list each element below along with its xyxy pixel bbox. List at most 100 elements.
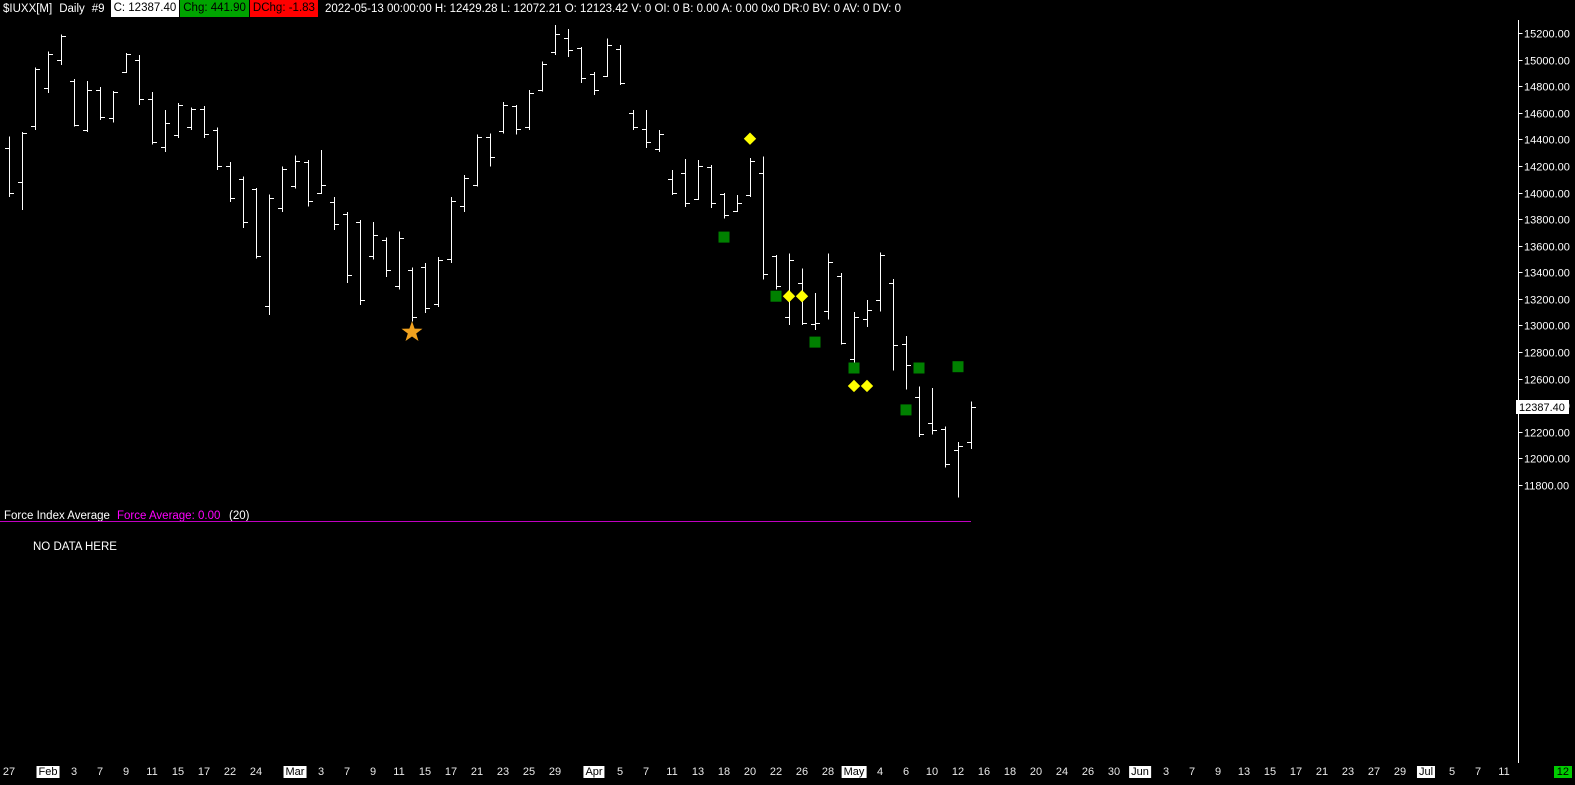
date-axis-day-label: 3 [1162, 766, 1170, 778]
ohlc-bar [473, 134, 482, 187]
date-axis-day-label: 3 [70, 766, 78, 778]
ohlc-bar [161, 110, 170, 152]
price-tick-label: 13800.00 [1524, 215, 1570, 227]
price-tick-label: 12600.00 [1524, 375, 1570, 387]
date-axis-day-label: 21 [470, 766, 484, 778]
ohlc-bar [265, 194, 274, 315]
ohlc-bar [694, 160, 703, 200]
status-bar: $IUXX[M] Daily #9 C: 12387.40 Chg: 441.9… [0, 0, 1575, 17]
ohlc-bar [564, 29, 573, 57]
bar-number-label: #9 [91, 2, 105, 15]
green-square-signal [770, 290, 782, 302]
date-axis-day-label: 29 [548, 766, 562, 778]
ohlc-bar [928, 388, 937, 435]
price-tick-label: 14000.00 [1524, 189, 1570, 201]
signal-markers-layer [401, 132, 964, 416]
date-axis-day-label: 13 [691, 766, 705, 778]
price-tick-label: 15200.00 [1524, 29, 1570, 41]
ohlc-bar [863, 300, 872, 327]
date-axis-day-label: 18 [1003, 766, 1017, 778]
date-axis-day-label: 7 [642, 766, 650, 778]
date-axis-day-label: 9 [369, 766, 377, 778]
yellow-diamond-signal [795, 290, 809, 303]
yellow-diamond-signal [743, 132, 757, 145]
ohlc-bar [226, 162, 235, 202]
ohlc-bar [486, 133, 495, 167]
date-axis-day-label: 4 [876, 766, 884, 778]
ohlc-bar [252, 187, 261, 259]
date-axis-day-label: 7 [1474, 766, 1482, 778]
ohlc-bar [837, 273, 846, 345]
price-tick-label: 13600.00 [1524, 242, 1570, 254]
close-value-badge: C: 12387.40 [110, 0, 180, 17]
date-axis-day-label: 22 [223, 766, 237, 778]
ohlc-bar [395, 231, 404, 290]
ohlc-bar [447, 197, 456, 263]
date-axis-day-label: 15 [418, 766, 432, 778]
price-tick-label: 14800.00 [1524, 82, 1570, 94]
ohlc-bar [655, 130, 664, 152]
ohlc-bar [629, 110, 638, 130]
timeframe-label: Daily [59, 2, 85, 15]
force-index-panel: Force Index Average Force Average: 0.00 … [0, 510, 971, 553]
ohlc-bar [70, 78, 79, 127]
date-axis-month-label: Apr [583, 766, 605, 778]
date-axis-day-label: 17 [1289, 766, 1303, 778]
date-axis-day-label: 25 [522, 766, 536, 778]
price-tick-label: 13200.00 [1524, 295, 1570, 307]
ohlc-bar [707, 165, 716, 209]
ohlc-bar [720, 193, 729, 219]
date-axis-day-label: 7 [343, 766, 351, 778]
ohlc-bar [369, 221, 378, 260]
date-axis-day-label: 10 [925, 766, 939, 778]
force-period-param: (20) [229, 510, 250, 522]
ohlc-bar [239, 176, 248, 228]
date-axis-day-label: 23 [496, 766, 510, 778]
ohlc-bar [460, 175, 469, 212]
date-axis-day-label: 15 [171, 766, 185, 778]
price-tick-label: 13400.00 [1524, 268, 1570, 280]
date-axis-day-label: 13 [1237, 766, 1251, 778]
date-axis-day-label: 30 [1107, 766, 1121, 778]
price-tick-label: 12000.00 [1524, 454, 1570, 466]
ohlc-bar [421, 263, 430, 313]
date-axis-day-label: 9 [1214, 766, 1222, 778]
no-data-label: NO DATA HERE [33, 541, 117, 553]
green-square-signal [718, 231, 730, 243]
date-axis-day-label: 27 [2, 766, 16, 778]
green-square-signal [900, 404, 912, 416]
date-axis-month-label: Jun [1129, 766, 1151, 778]
date-axis: 12 27 Feb 3 7 9 11 15 17 22 24 Mar 3 7 9 11 15 17 21 23 25 2… [0, 764, 1575, 785]
ohlc-bar [824, 253, 833, 320]
ohlc-bar [889, 278, 898, 371]
ohlc-bar [850, 312, 859, 368]
ohlc-bar [278, 166, 287, 212]
green-square-signal [952, 361, 964, 373]
yellow-diamond-signal [847, 379, 861, 393]
date-axis-day-label: 11 [393, 766, 405, 778]
ohlc-bar [18, 132, 27, 210]
ohlc-bar [525, 90, 534, 130]
ohlc-bar [538, 61, 547, 92]
green-square-signal [913, 362, 925, 374]
date-axis-day-label: 24 [249, 766, 263, 778]
date-axis-day-label: 27 [1367, 766, 1381, 778]
date-axis-day-label: 29 [1393, 766, 1407, 778]
price-tick-label: 14600.00 [1524, 109, 1570, 121]
ohlc-bars-layer [5, 25, 976, 498]
star-signal [401, 321, 423, 341]
price-tick-label: 12800.00 [1524, 348, 1570, 360]
ohlc-bar [668, 169, 677, 196]
date-axis-day-label: 26 [795, 766, 809, 778]
ohlc-bar [330, 197, 339, 230]
date-axis-day-label: 20 [743, 766, 757, 778]
ohlc-bar [382, 237, 391, 277]
ohlc-bar [616, 45, 625, 85]
date-axis-day-label: 11 [1498, 766, 1510, 778]
date-axis-day-label: 20 [1029, 766, 1043, 778]
date-axis-day-label: 7 [96, 766, 104, 778]
date-axis-day-label: 22 [769, 766, 783, 778]
ohlc-bar [434, 257, 443, 307]
